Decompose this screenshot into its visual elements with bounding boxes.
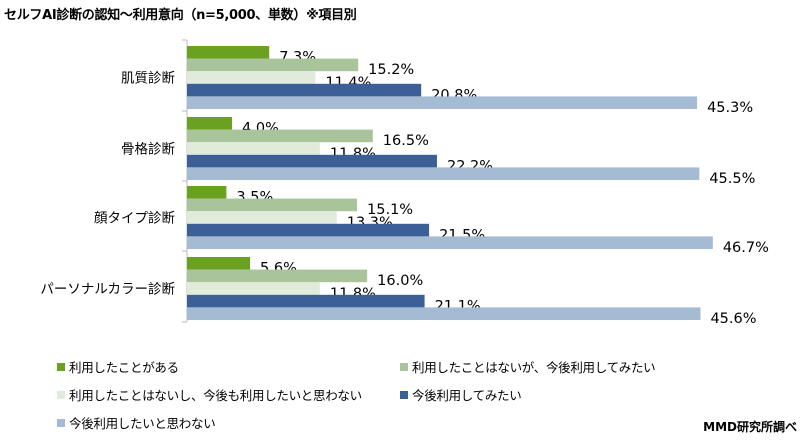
legend-swatch — [400, 362, 408, 371]
category-label: パーソナルカラー診断 — [40, 282, 175, 298]
data-label: 45.5% — [709, 171, 755, 187]
bar — [187, 58, 359, 72]
data-label: 15.1% — [367, 202, 413, 218]
legend-label: 利用したことはないが、今後利用してみたい — [412, 360, 656, 375]
bar — [187, 294, 425, 308]
bar — [187, 307, 701, 320]
bar — [187, 129, 373, 143]
bar-chart: 肌質診断7.3%15.2%11.4%20.8%45.3%骨格診断4.0%16.5… — [40, 39, 769, 327]
legend-swatch — [57, 390, 65, 399]
legend-swatch — [57, 418, 65, 427]
legend-label: 今後利用したいと思わない — [69, 416, 216, 431]
category-label: 顔タイプ診断 — [94, 211, 175, 227]
bar — [187, 83, 422, 97]
category-label: 肌質診断 — [121, 71, 175, 87]
legend-swatch — [57, 362, 65, 371]
legend-item: 利用したことがある — [57, 357, 179, 376]
bar — [187, 46, 270, 59]
data-label: 45.6% — [710, 311, 756, 327]
legend-label: 利用したことはないし、今後も利用したいと思わない — [69, 388, 362, 403]
category-label: 骨格診断 — [121, 142, 175, 158]
data-label: 16.0% — [377, 273, 423, 289]
data-label: 46.7% — [723, 240, 769, 256]
bar — [187, 223, 430, 237]
bar — [187, 96, 698, 109]
legend-item: 利用したことはないが、今後利用してみたい — [400, 357, 656, 376]
bar — [187, 282, 320, 295]
bar — [187, 269, 368, 283]
bar — [187, 154, 437, 168]
bar — [187, 186, 227, 199]
bar — [187, 257, 251, 270]
bar — [187, 211, 337, 224]
data-label: 15.2% — [368, 62, 414, 78]
bar — [187, 142, 320, 155]
bar — [187, 71, 316, 84]
legend-label: 今後利用してみたい — [412, 388, 522, 403]
bar — [187, 236, 713, 249]
chart-title: セルフAI診断の認知～利用意向（n=5,000、単数）※項目別 — [4, 8, 357, 23]
bar — [187, 117, 233, 130]
bar — [187, 167, 700, 180]
legend-item: 今後利用してみたい — [400, 385, 522, 404]
data-label: 45.3% — [707, 100, 753, 116]
legend-swatch — [400, 390, 408, 399]
source-note: MMD研究所調べ — [703, 420, 797, 434]
legend-item: 利用したことはないし、今後も利用したいと思わない — [57, 385, 362, 404]
bar — [187, 198, 358, 212]
legend-item: 今後利用したいと思わない — [57, 413, 216, 432]
legend-label: 利用したことがある — [69, 360, 179, 375]
data-label: 16.5% — [383, 133, 429, 149]
